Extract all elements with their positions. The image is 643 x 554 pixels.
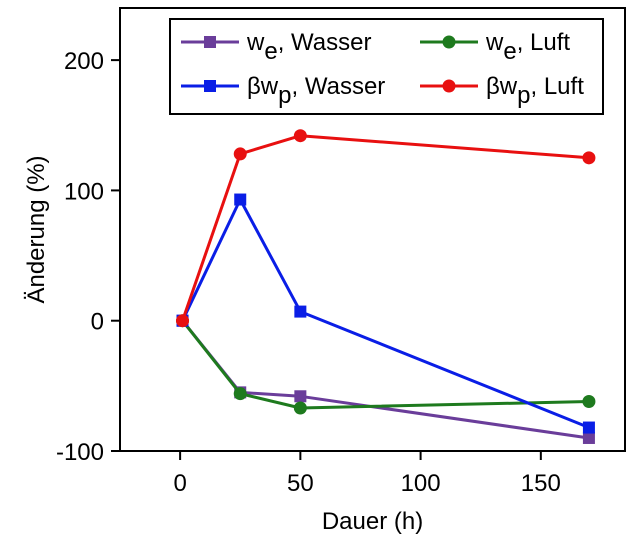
legend-label-base: βw	[486, 73, 518, 100]
x-tick-label: 50	[287, 470, 314, 497]
x-axis-title: Dauer (h)	[322, 508, 423, 535]
legend-label-subscript: p	[517, 82, 530, 109]
legend-label-base: βw	[247, 73, 279, 100]
legend-label: βwp, Wasser	[247, 73, 385, 109]
legend-item-0: we, Wasser	[181, 29, 372, 65]
series-line	[181, 319, 590, 440]
legend-label: we, Luft	[485, 29, 570, 65]
y-tick-label: 100	[64, 178, 104, 205]
data-point	[176, 314, 190, 328]
legend-item-2: we, Luft	[420, 29, 570, 65]
data-point	[582, 151, 596, 165]
x-tick-label: 0	[173, 470, 186, 497]
legend-label-tail: , Luft	[517, 29, 571, 56]
data-point	[582, 394, 596, 408]
legend-label: βwp, Luft	[486, 73, 584, 109]
legend-label-tail: , Wasser	[278, 29, 372, 56]
legend-label-base: w	[485, 29, 504, 56]
data-point	[582, 431, 595, 444]
series-layer	[176, 129, 596, 444]
legend-marker	[204, 36, 216, 48]
series-line	[181, 134, 590, 322]
data-point	[294, 390, 307, 403]
series-2	[176, 314, 596, 415]
legend-label-tail: , Luft	[531, 73, 585, 100]
series-line	[181, 319, 589, 410]
y-tick-label: 0	[91, 309, 104, 336]
legend-label-tail: , Wasser	[292, 73, 386, 100]
series-0	[176, 314, 595, 444]
y-tick-label: -100	[56, 439, 104, 466]
y-axis-title: Änderung (%)	[23, 155, 50, 303]
legend-label-subscript: e	[503, 38, 516, 65]
legend-marker	[442, 79, 456, 93]
legend-label: we, Wasser	[246, 29, 372, 65]
legend-label-subscript: p	[278, 82, 291, 109]
data-point	[293, 401, 307, 415]
legend-item-1: βwp, Wasser	[181, 73, 385, 109]
y-tick-label: 200	[64, 48, 104, 75]
data-point	[582, 421, 595, 434]
legend-marker	[442, 35, 456, 49]
legend-item-3: βwp, Luft	[420, 73, 584, 109]
legend-label-base: w	[246, 29, 265, 56]
x-tick-label: 100	[401, 470, 441, 497]
data-point	[233, 147, 247, 161]
series-line	[181, 198, 590, 429]
x-tick-label: 150	[521, 470, 561, 497]
series-3	[176, 129, 596, 328]
data-point	[233, 387, 247, 401]
plot-frame	[119, 7, 626, 452]
data-point	[294, 305, 307, 318]
legend-marker	[204, 80, 216, 92]
legend-box	[169, 18, 604, 115]
axes: 0 50 100 150 -100 0 100 200	[56, 7, 626, 497]
data-point	[293, 129, 307, 143]
legend-label-subscript: e	[264, 38, 277, 65]
data-point	[234, 193, 247, 206]
